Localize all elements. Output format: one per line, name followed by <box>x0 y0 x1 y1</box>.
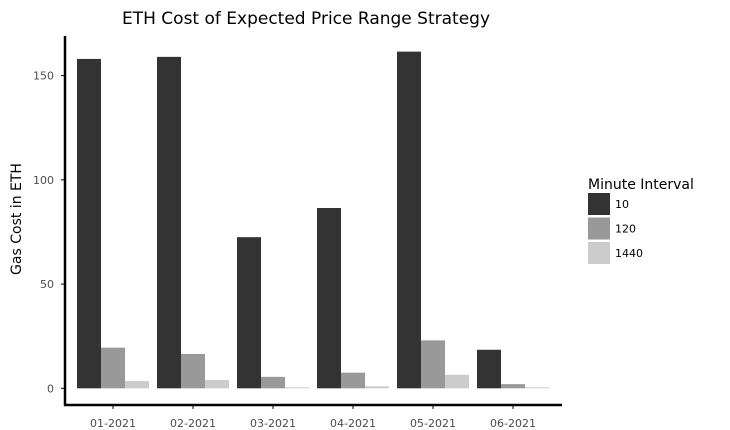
plot-area: 01-2021 02-2021 03-2021 04-2021 05-2021 06-20… <box>33 36 562 430</box>
legend-key-10 <box>588 193 610 215</box>
bar-05-2021-series-1440 <box>445 374 469 389</box>
legend-key-1440 <box>588 242 610 264</box>
bar-06-2021-series-1440 <box>525 387 549 389</box>
x-tick-label: 01-2021 <box>90 417 136 430</box>
y-axis-title: Gas Cost in ETH <box>9 163 25 275</box>
bar-04-2021-series-120 <box>341 372 365 389</box>
bar-03-2021-series-120 <box>261 376 285 389</box>
legend-title: Minute Interval <box>588 177 694 193</box>
y-tick-label: 0 <box>47 382 54 395</box>
legend-label-1440: 1440 <box>615 247 643 260</box>
bar-01-2021-series-10 <box>77 58 101 389</box>
y-tick-label: 100 <box>33 174 54 187</box>
x-tick-label: 04-2021 <box>330 417 376 430</box>
bar-05-2021-series-120 <box>421 340 445 389</box>
x-tick-label: 05-2021 <box>410 417 456 430</box>
y-tick-label: 150 <box>33 70 54 83</box>
bar-05-2021-series-10 <box>397 51 421 389</box>
x-tick-label: 02-2021 <box>170 417 216 430</box>
y-tick-label: 50 <box>40 278 54 291</box>
legend-label-10: 10 <box>615 198 629 211</box>
bar-02-2021-series-10 <box>157 56 181 389</box>
bar-01-2021-series-1440 <box>125 381 149 389</box>
bar-06-2021-series-10 <box>477 349 501 389</box>
bar-06-2021-series-120 <box>501 384 525 389</box>
x-tick-label: 06-2021 <box>490 417 536 430</box>
bar-03-2021-series-10 <box>237 237 261 389</box>
bar-03-2021-series-1440 <box>285 387 309 389</box>
bar-04-2021-series-1440 <box>365 386 389 389</box>
bar-01-2021-series-120 <box>101 347 125 389</box>
chart-title: ETH Cost of Expected Price Range Strateg… <box>122 9 490 29</box>
legend: Minute Interval 10 120 1440 <box>588 177 694 264</box>
bar-04-2021-series-10 <box>317 207 341 389</box>
legend-key-120 <box>588 217 610 240</box>
legend-label-120: 120 <box>615 223 636 236</box>
x-tick-label: 03-2021 <box>250 417 296 430</box>
bar-02-2021-series-1440 <box>205 379 229 389</box>
bar-02-2021-series-120 <box>181 353 205 389</box>
